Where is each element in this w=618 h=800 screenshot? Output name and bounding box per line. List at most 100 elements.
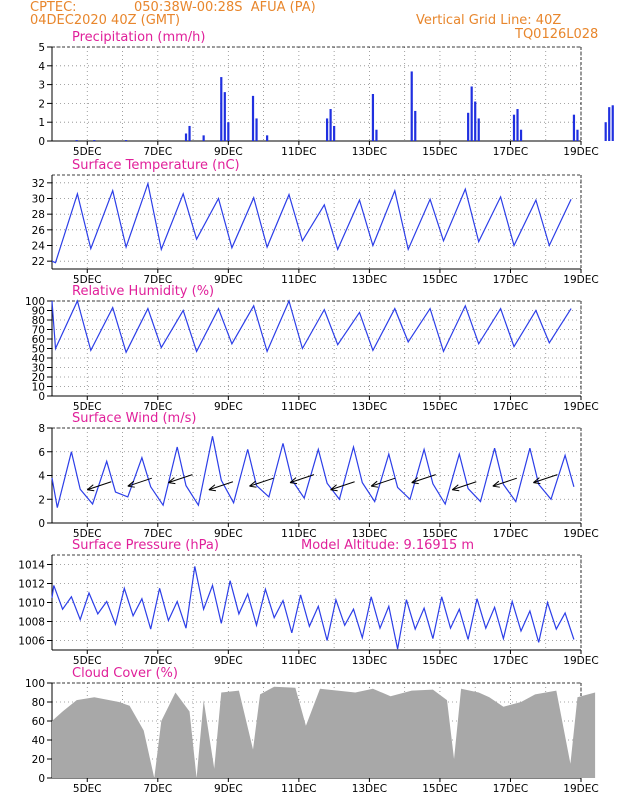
precip-bar [608, 107, 611, 141]
x-tick-label: 11DEC [281, 655, 316, 667]
y-tick-label: 0 [38, 773, 45, 785]
wind-vector [289, 474, 315, 484]
x-tick-label: 11DEC [281, 274, 316, 286]
header-source: CPTEC: [30, 0, 77, 15]
wind-vector-head [289, 477, 298, 485]
wind-vector-head [208, 484, 217, 492]
precip-bar [251, 95, 255, 141]
wind-vector [452, 481, 477, 491]
wind-vector [371, 477, 396, 487]
y-tick-label: 50 [32, 344, 45, 356]
x-tick-label: 9DEC [214, 655, 243, 667]
precip-bar [414, 110, 417, 141]
y-tick-label: 80 [32, 315, 45, 327]
y-tick-label: 32 [32, 178, 45, 190]
y-tick-label: 90 [32, 306, 45, 318]
x-tick-label: 11DEC [281, 401, 316, 413]
x-tick-label: 9DEC [214, 528, 243, 540]
header-location: 050:38W-00:28S AFUA (PA) [134, 0, 316, 15]
x-tick-label: 13DEC [352, 401, 387, 413]
y-tick-label: 0 [38, 518, 45, 530]
y-tick-label: 2 [38, 494, 45, 506]
wind-vector-head [86, 484, 95, 492]
y-tick-label: 60 [32, 334, 45, 346]
x-tick-label: 19DEC [563, 655, 598, 667]
wind-vector-head [533, 477, 541, 485]
precip-bar [572, 114, 576, 141]
wind-vector-head [451, 484, 460, 492]
header-code: TQ0126L028 [515, 27, 599, 42]
header-grid-note: Vertical Grid Line: 40Z [416, 13, 562, 28]
x-tick-label: 5DEC [73, 783, 102, 795]
x-tick-label: 9DEC [214, 401, 243, 413]
wind-vector [533, 474, 558, 484]
y-tick-label: 80 [32, 697, 45, 709]
wind-vector-head [168, 477, 176, 485]
x-tick-label: 5DEC [73, 146, 102, 158]
x-tick-label: 7DEC [143, 401, 172, 413]
y-tick-label: 10 [32, 382, 45, 394]
precip-bar [329, 109, 332, 141]
y-tick-label: 1 [38, 117, 45, 129]
x-tick-label: 7DEC [143, 274, 172, 286]
precip-bar [371, 94, 375, 141]
y-tick-label: 1014 [18, 560, 45, 572]
cloud-cover-area [52, 686, 596, 778]
precip-bar [184, 133, 188, 141]
x-tick-label: 11DEC [281, 146, 316, 158]
wind-vector [249, 477, 274, 487]
x-tick-label: 13DEC [352, 274, 387, 286]
y-tick-label: 70 [32, 325, 45, 337]
y-tick-label: 100 [25, 296, 45, 308]
y-tick-label: 40 [32, 353, 45, 365]
y-tick-label: 0 [38, 391, 45, 403]
x-tick-label: 7DEC [143, 655, 172, 667]
x-tick-label: 11DEC [281, 528, 316, 540]
x-tick-label: 17DEC [493, 655, 528, 667]
x-tick-label: 9DEC [214, 274, 243, 286]
precip-bar [410, 71, 413, 141]
wind-vector-head [330, 484, 338, 492]
y-tick-label: 24 [32, 241, 46, 253]
panel-title: Relative Humidity (%) [72, 284, 214, 299]
x-tick-label: 11DEC [281, 783, 316, 795]
series-line [51, 436, 575, 508]
x-tick-label: 13DEC [352, 655, 387, 667]
wind-vector [208, 481, 234, 491]
wind-vector [492, 477, 517, 487]
x-tick-label: 5DEC [73, 274, 102, 286]
x-tick-label: 7DEC [143, 528, 172, 540]
x-tick-label: 13DEC [352, 783, 387, 795]
y-tick-label: 3 [38, 80, 45, 92]
y-tick-label: 0 [38, 136, 45, 148]
precip-bar [255, 118, 258, 141]
wind-vector [127, 477, 152, 487]
y-tick-label: 1012 [18, 579, 45, 591]
precip-bar [477, 118, 480, 141]
x-tick-label: 15DEC [422, 146, 457, 158]
y-tick-label: 100 [25, 678, 45, 690]
x-tick-label: 5DEC [73, 528, 102, 540]
x-tick-label: 19DEC [563, 528, 598, 540]
wind-vector-head [492, 480, 500, 488]
y-tick-label: 1008 [18, 617, 45, 629]
series-line [51, 299, 572, 354]
precip-bar [93, 140, 96, 141]
y-tick-label: 30 [32, 363, 45, 375]
y-tick-label: 2 [38, 98, 45, 110]
y-tick-label: 1006 [18, 636, 45, 648]
wind-vector [168, 474, 193, 484]
y-tick-label: 5 [38, 42, 45, 54]
panel-annotation: Model Altitude: 9.16915 m [301, 538, 474, 553]
precip-bar [604, 122, 607, 141]
x-tick-label: 9DEC [214, 783, 243, 795]
y-tick-label: 6 [38, 447, 45, 459]
panel-title: Surface Temperature (nC) [72, 158, 240, 173]
wind-vector-head [249, 480, 257, 488]
x-tick-label: 5DEC [73, 655, 102, 667]
y-tick-label: 4 [38, 471, 45, 483]
x-tick-label: 15DEC [422, 783, 457, 795]
precip-bar [470, 86, 473, 141]
y-tick-label: 8 [38, 423, 45, 435]
